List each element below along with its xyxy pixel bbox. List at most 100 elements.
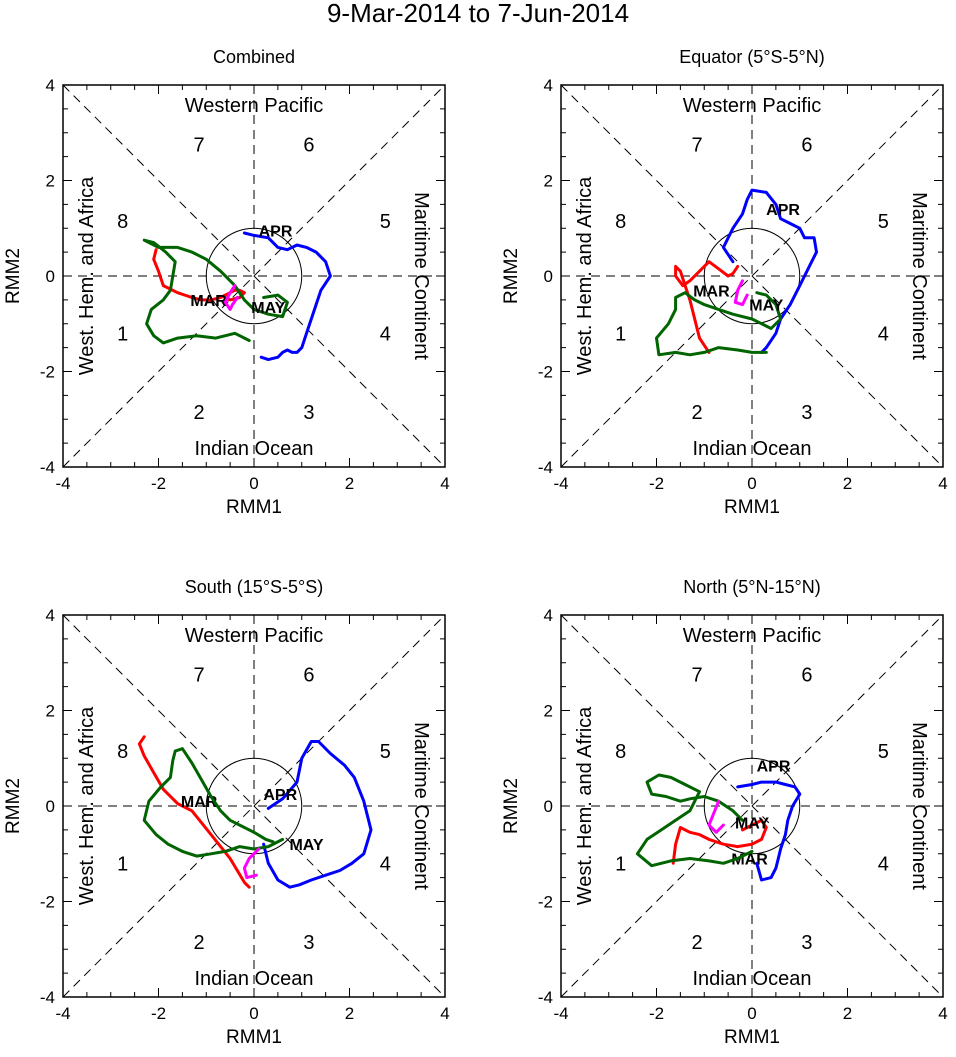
phase-number-3: 3 [303,932,314,954]
phase-number-2: 2 [692,402,703,424]
y-tick-label: -4 [538,988,553,1007]
phase-number-1: 1 [117,323,128,345]
y-tick-label: 2 [46,172,55,191]
region-label-indian-ocean: Indian Ocean [693,968,812,990]
region-label-west-hem-africa: West. Hem. and Africa [76,706,98,905]
x-tick-label: 2 [843,1004,852,1023]
phase-number-6: 6 [801,135,812,157]
x-tick-label: -2 [649,1004,664,1023]
series-line-mar [674,260,740,354]
month-label-apr: APR [259,224,293,241]
phase-number-2: 2 [194,932,205,954]
x-tick-label: 2 [843,474,852,493]
x-tick-label: 0 [747,474,756,493]
x-tick-label: 2 [345,1004,354,1023]
series-line-may [635,773,754,868]
y-tick-label: 0 [46,267,55,286]
series-line-may [142,747,285,858]
phase-number-5: 5 [878,741,889,763]
phase-number-3: 3 [303,402,314,424]
phase-number-7: 7 [692,135,703,157]
diagonal-line [62,84,446,468]
month-label-may: MAY [251,300,285,317]
y-tick-label: -2 [40,893,55,912]
x-axis-label: RMM1 [724,1027,780,1048]
month-label-mar: MAR [181,794,218,811]
x-tick-label: -2 [649,474,664,493]
y-axis-label: RMM2 [3,248,24,304]
month-label-mar: MAR [190,293,227,310]
x-axis-label: RMM1 [226,497,282,518]
x-tick-label: -4 [553,1004,568,1023]
x-tick-label: -4 [553,474,568,493]
phase-number-1: 1 [615,323,626,345]
y-tick-label: 2 [46,702,55,721]
x-tick-label: 0 [249,474,258,493]
phase-number-1: 1 [615,853,626,875]
phase-number-7: 7 [692,665,703,687]
y-axis-label: RMM2 [3,778,24,834]
region-label-maritime-continent: Maritime Continent [908,722,930,890]
y-tick-label: 0 [46,797,55,816]
month-label-apr: APR [766,202,800,219]
series-line-mar [152,248,246,302]
phase-number-3: 3 [801,932,812,954]
region-label-indian-ocean: Indian Ocean [693,438,812,460]
x-axis-label: RMM1 [724,497,780,518]
month-label-may: MAY [735,816,769,833]
phase-number-4: 4 [878,323,889,345]
month-label-may: MAY [749,298,783,315]
x-tick-label: 4 [938,474,947,493]
phase-number-4: 4 [878,853,889,875]
x-tick-label: 0 [747,1004,756,1023]
region-label-indian-ocean: Indian Ocean [195,438,314,460]
phase-number-5: 5 [878,211,889,233]
x-tick-label: -2 [151,474,166,493]
series-line-may [142,238,289,345]
unit-circle [205,227,303,325]
month-label-apr: APR [263,787,297,804]
phase-panel-1: Combined -4-4 -2 -2 0 0 2 2 4 4 RMM1 RMM2 Western Pa… [3,47,450,518]
x-tick-label: 2 [345,474,354,493]
phase-number-8: 8 [615,741,626,763]
y-tick-label: 2 [544,702,553,721]
phase-number-6: 6 [303,135,314,157]
region-label-maritime-continent: Maritime Continent [410,192,432,360]
series-line-apr [721,188,818,354]
x-tick-label: 0 [249,1004,258,1023]
panel-title: North (5°N-15°N) [683,577,820,597]
y-tick-label: 4 [46,606,55,625]
diagonal-line [560,614,944,998]
series-line-apr [736,780,802,882]
y-axis-label: RMM2 [501,778,522,834]
figure-title: 9-Mar-2014 to 7-Jun-2014 [327,0,629,28]
y-tick-label: -4 [538,458,553,477]
y-tick-label: -2 [538,893,553,912]
x-tick-label: 4 [440,474,449,493]
series-line-may [655,291,783,357]
series-line-jun [733,279,749,307]
phase-number-4: 4 [380,853,391,875]
phase-panel-2: Equator (5°S-5°N) -4-4 -2 -2 0 0 2 2 4 4 RMM1 RMM2 W… [501,47,948,518]
region-label-western-pacific: Western Pacific [185,625,324,647]
y-tick-label: 0 [544,267,553,286]
x-tick-label: -4 [55,1004,70,1023]
panel-title: Equator (5°S-5°N) [679,47,824,67]
panel-title: South (15°S-5°S) [185,577,323,597]
phase-number-5: 5 [380,211,391,233]
unit-circle [703,227,801,325]
phase-number-8: 8 [615,211,626,233]
region-label-west-hem-africa: West. Hem. and Africa [76,176,98,375]
phase-number-7: 7 [194,665,205,687]
series-line-jun [242,847,261,880]
phase-panel-3: South (15°S-5°S) -4-4 -2 -2 0 0 2 2 4 4 RMM1 RMM2 We… [3,577,450,1048]
phase-number-1: 1 [117,853,128,875]
phase-number-7: 7 [194,135,205,157]
series-line-apr [262,740,373,889]
series-line-mar [671,818,768,865]
unit-circle [703,757,801,855]
phase-panel-4: North (5°N-15°N) -4-4 -2 -2 0 0 2 2 4 4 RMM1 RMM2 We… [501,577,948,1048]
y-tick-label: -2 [538,363,553,382]
y-axis-label: RMM2 [501,248,522,304]
x-tick-label: -2 [151,1004,166,1023]
